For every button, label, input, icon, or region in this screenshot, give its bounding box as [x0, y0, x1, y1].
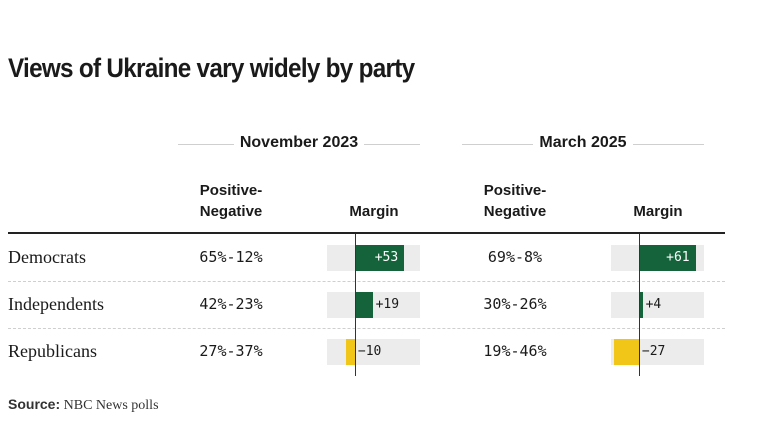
col-header-pos-neg-nov: Positive- Negative [151, 180, 311, 222]
col-header-pos-neg-mar: Positive- Negative [435, 180, 595, 222]
source-note: Source: NBC News polls [8, 396, 159, 414]
col-header-line1: Positive- [199, 182, 263, 199]
pos-neg-value: 42%-23% [199, 295, 263, 313]
party-label: Independents [8, 294, 104, 314]
margin-bar-negative [345, 339, 355, 365]
period-label: November 2023 [233, 134, 365, 151]
margin-track [327, 292, 420, 318]
col-header-line2: Negative [199, 203, 263, 220]
margin-track [327, 339, 420, 365]
margin-bar-positive [354, 245, 405, 271]
margin-label: −27 [641, 344, 666, 359]
col-header-line1: Positive- [483, 182, 547, 199]
header-rule [8, 232, 725, 234]
margin-bar-positive [638, 292, 643, 318]
zero-axis-mar [639, 234, 640, 376]
col-header-line2: Negative [483, 203, 547, 220]
margin-label: +19 [375, 297, 400, 312]
margin-track [611, 292, 704, 318]
col-header-margin-nov: Margin [349, 203, 399, 220]
zero-axis-nov [355, 234, 356, 376]
margin-label: +53 [374, 250, 399, 265]
party-label: Democrats [8, 247, 86, 267]
pos-neg-value: 69%-8% [487, 248, 543, 266]
margin-label: +61 [666, 250, 690, 265]
row-separator [8, 281, 725, 282]
margin-bar-positive [354, 292, 373, 318]
margin-label: +4 [645, 297, 662, 312]
row-separator [8, 328, 725, 329]
col-header-margin-mar: Margin [633, 203, 683, 220]
pos-neg-value: 27%-37% [199, 342, 263, 360]
source-text: NBC News polls [63, 398, 159, 413]
pos-neg-value: 30%-26% [483, 295, 547, 313]
period-header-mar-2025: March 2025 [462, 132, 704, 156]
margin-bar-negative [613, 339, 639, 365]
period-label: March 2025 [533, 134, 633, 151]
party-label: Republicans [8, 341, 97, 361]
margin-label: −10 [357, 344, 382, 359]
pos-neg-value: 65%-12% [199, 248, 263, 266]
source-label: Source: [8, 396, 61, 412]
chart-title: Views of Ukraine vary widely by party [8, 53, 415, 83]
pos-neg-value: 19%-46% [483, 342, 547, 360]
period-header-nov-2023: November 2023 [178, 132, 420, 156]
margin-bar-positive [638, 245, 696, 271]
